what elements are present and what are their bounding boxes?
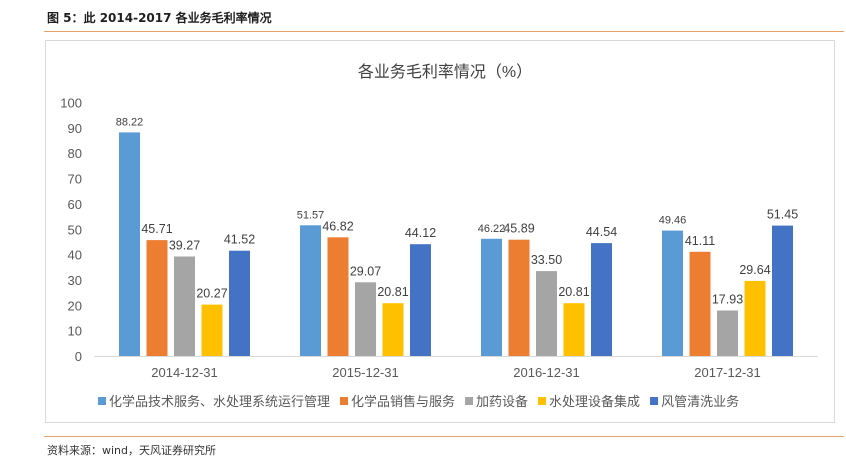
data-label: 45.89 xyxy=(503,222,534,236)
data-label: 20.81 xyxy=(558,285,589,299)
bar xyxy=(174,256,195,356)
bar xyxy=(508,239,530,356)
data-label: 33.50 xyxy=(531,253,562,267)
bar xyxy=(689,251,711,356)
data-label: 41.11 xyxy=(685,234,715,248)
legend-label: 化学品销售与服务 xyxy=(351,394,455,409)
y-tick-label: 10 xyxy=(68,324,82,339)
data-label: 46.82 xyxy=(322,219,353,233)
x-tick-label: 2017-12-31 xyxy=(694,365,761,380)
data-label: 46.22 xyxy=(478,223,506,235)
y-tick-label: 80 xyxy=(68,146,82,161)
bar xyxy=(772,225,793,356)
data-label: 20.81 xyxy=(377,285,408,299)
y-tick-label: 30 xyxy=(68,273,82,288)
legend-swatch xyxy=(340,397,349,405)
bar xyxy=(355,282,376,356)
y-tick-label: 90 xyxy=(68,121,82,136)
data-label: 44.54 xyxy=(586,225,617,239)
legend-swatch xyxy=(538,397,547,405)
y-tick-label: 40 xyxy=(68,248,82,263)
bar xyxy=(146,240,168,356)
y-tick-label: 50 xyxy=(68,222,82,237)
bar xyxy=(662,230,683,356)
data-label: 39.27 xyxy=(169,239,200,253)
x-tick-label: 2015-12-31 xyxy=(332,365,399,380)
data-label: 49.46 xyxy=(659,215,687,227)
bar xyxy=(327,237,349,356)
legend-swatch xyxy=(650,397,659,405)
bar xyxy=(201,304,223,356)
data-label: 29.64 xyxy=(739,263,770,277)
y-tick-label: 20 xyxy=(68,298,82,313)
bar xyxy=(481,238,502,356)
x-tick-label: 2016-12-31 xyxy=(513,365,580,380)
bar xyxy=(229,250,250,356)
legend-label: 加药设备 xyxy=(476,394,528,409)
bar xyxy=(300,225,321,356)
bottom-divider xyxy=(44,436,844,437)
x-tick-label: 2014-12-31 xyxy=(151,365,218,380)
chart-title: 各业务毛利率情况（%） xyxy=(358,63,532,81)
bar xyxy=(563,303,585,356)
data-label: 17.93 xyxy=(712,293,743,307)
legend-label: 水处理设备集成 xyxy=(549,394,640,409)
bar xyxy=(410,244,431,356)
data-label: 51.57 xyxy=(297,209,325,221)
top-divider xyxy=(44,31,844,32)
bar xyxy=(536,271,557,356)
bar xyxy=(717,310,738,356)
data-label: 51.45 xyxy=(767,208,798,222)
figure-caption: 图 5：此 2014-2017 各业务毛利率情况 xyxy=(47,11,272,25)
legend-swatch xyxy=(98,397,106,405)
legend-label: 化学品技术服务、水处理系统运行管理 xyxy=(109,394,330,409)
data-label: 41.52 xyxy=(224,233,255,247)
bar xyxy=(744,280,766,356)
data-label: 88.22 xyxy=(116,116,144,128)
y-tick-label: 0 xyxy=(75,349,82,364)
legend-label: 风管清洗业务 xyxy=(661,394,739,409)
bar xyxy=(382,303,404,356)
data-label: 45.71 xyxy=(141,222,172,236)
legend-swatch xyxy=(465,397,474,405)
data-label: 29.07 xyxy=(350,264,381,278)
y-tick-label: 70 xyxy=(68,172,82,187)
y-tick-label: 60 xyxy=(68,197,82,212)
data-label: 44.12 xyxy=(405,226,436,240)
source-note: 资料来源：wind，天风证券研究所 xyxy=(47,444,217,457)
bar xyxy=(119,132,140,356)
bar xyxy=(591,243,612,356)
y-tick-label: 100 xyxy=(60,96,82,111)
chart-frame xyxy=(45,40,835,423)
data-label: 20.27 xyxy=(196,287,227,301)
